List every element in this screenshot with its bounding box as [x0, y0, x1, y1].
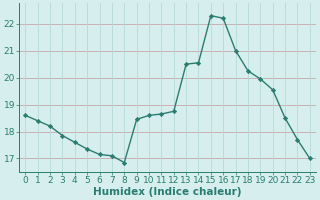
X-axis label: Humidex (Indice chaleur): Humidex (Indice chaleur) [93, 187, 242, 197]
